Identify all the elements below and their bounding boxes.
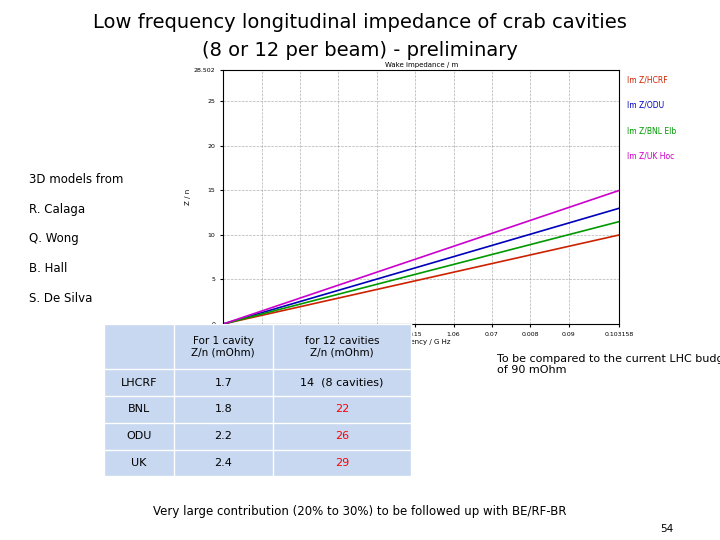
Text: Im Z/HCRF: Im Z/HCRF xyxy=(627,75,667,84)
FancyBboxPatch shape xyxy=(174,449,273,476)
Text: Very large contribution (20% to 30%) to be followed up with BE/RF-BR: Very large contribution (20% to 30%) to … xyxy=(153,505,567,518)
Text: Im Z/BNL Elb: Im Z/BNL Elb xyxy=(627,126,676,135)
Title: Wake impedance / m: Wake impedance / m xyxy=(384,63,458,69)
Text: (8 or 12 per beam) - preliminary: (8 or 12 per beam) - preliminary xyxy=(202,40,518,59)
Text: For 1 cavity
Z/n (mOhm): For 1 cavity Z/n (mOhm) xyxy=(192,336,255,357)
FancyBboxPatch shape xyxy=(273,396,411,423)
Text: 14  (8 cavities): 14 (8 cavities) xyxy=(300,377,384,388)
Y-axis label: Z / n: Z / n xyxy=(185,189,191,205)
FancyBboxPatch shape xyxy=(273,423,411,449)
FancyBboxPatch shape xyxy=(104,324,174,369)
FancyBboxPatch shape xyxy=(174,369,273,396)
Text: 1.8: 1.8 xyxy=(215,404,232,415)
X-axis label: Frequency / G Hz: Frequency / G Hz xyxy=(392,340,451,346)
Text: 3D models from: 3D models from xyxy=(29,173,123,186)
Text: S. De Silva: S. De Silva xyxy=(29,292,92,305)
Text: 54: 54 xyxy=(660,523,673,534)
Text: R. Calaga: R. Calaga xyxy=(29,202,85,215)
Text: 22: 22 xyxy=(335,404,349,415)
FancyBboxPatch shape xyxy=(104,449,174,476)
FancyBboxPatch shape xyxy=(174,396,273,423)
Text: 29: 29 xyxy=(335,458,349,468)
Text: Im Z/UK Hoc: Im Z/UK Hoc xyxy=(627,151,675,160)
FancyBboxPatch shape xyxy=(104,369,174,396)
Text: 2.2: 2.2 xyxy=(215,431,233,441)
FancyBboxPatch shape xyxy=(104,423,174,449)
Text: UK: UK xyxy=(131,458,147,468)
FancyBboxPatch shape xyxy=(273,449,411,476)
FancyBboxPatch shape xyxy=(174,423,273,449)
Text: LHCRF: LHCRF xyxy=(121,377,157,388)
FancyBboxPatch shape xyxy=(174,324,273,369)
FancyBboxPatch shape xyxy=(273,369,411,396)
Text: for 12 cavities
Z/n (mOhm): for 12 cavities Z/n (mOhm) xyxy=(305,336,379,357)
Text: Im Z/ODU: Im Z/ODU xyxy=(627,100,665,110)
Text: ODU: ODU xyxy=(126,431,152,441)
FancyBboxPatch shape xyxy=(273,324,411,369)
Text: 1.7: 1.7 xyxy=(215,377,232,388)
Text: BNL: BNL xyxy=(128,404,150,415)
Text: Q. Wong: Q. Wong xyxy=(29,232,78,245)
Text: B. Hall: B. Hall xyxy=(29,262,67,275)
Text: Low frequency longitudinal impedance of crab cavities: Low frequency longitudinal impedance of … xyxy=(93,14,627,32)
Text: 26: 26 xyxy=(335,431,349,441)
Text: 2.4: 2.4 xyxy=(215,458,233,468)
FancyBboxPatch shape xyxy=(104,396,174,423)
Text: To be compared to the current LHC budget
of 90 mOhm: To be compared to the current LHC budget… xyxy=(497,354,720,375)
